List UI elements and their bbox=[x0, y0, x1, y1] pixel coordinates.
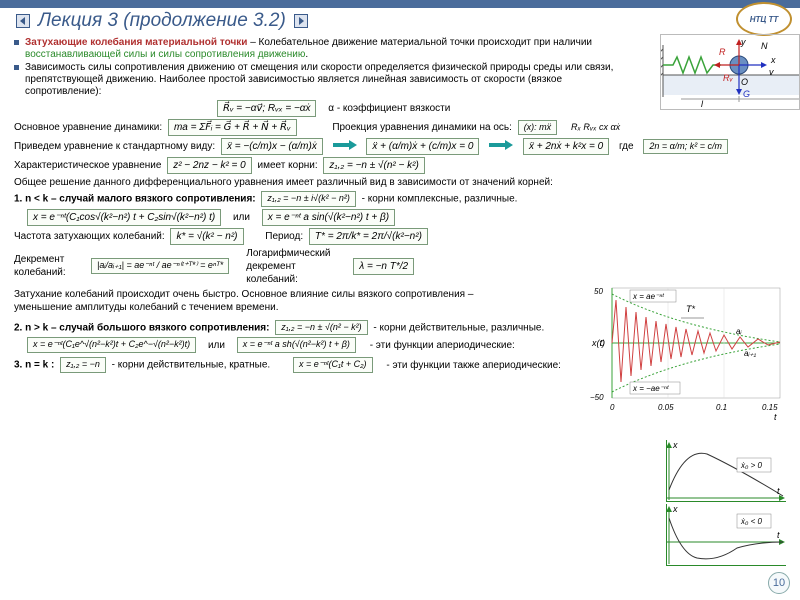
svg-text:G: G bbox=[743, 89, 750, 99]
formula-logdecr: λ = −n T*/2 bbox=[353, 258, 414, 275]
svg-text:T*: T* bbox=[686, 304, 695, 314]
proj-label: Проекция уравнения динамики на ось: bbox=[332, 122, 512, 133]
bullet-icon bbox=[14, 65, 19, 70]
logdecr-label: Логарифмический декремент колебаний: bbox=[246, 247, 336, 286]
formula-std2: ẍ + (α/m)ẋ + (c/m)x = 0 bbox=[366, 138, 479, 155]
bullet-1: Затухающие колебания материальной точки … bbox=[14, 37, 634, 61]
svg-text:0.1: 0.1 bbox=[716, 403, 727, 412]
svg-text:v: v bbox=[769, 67, 774, 77]
or-label: или bbox=[233, 212, 250, 223]
or-label-2: или bbox=[208, 340, 225, 351]
formula-c2-roots: z₁,₂ = −n ± √(n² − k²) bbox=[275, 320, 367, 336]
case2-note: - корни действительные, различные. bbox=[373, 322, 544, 333]
logo-text: НТЦ ТТ bbox=[750, 15, 779, 24]
svg-text:N: N bbox=[761, 41, 768, 51]
svg-text:R: R bbox=[719, 47, 726, 57]
svg-text:t: t bbox=[774, 412, 777, 422]
formula-c2-sol1: x = e⁻ⁿᵗ(C₁e^√(n²−k²)t + C₂e^−√(n²−k²)t) bbox=[27, 337, 196, 353]
svg-text:aᵢ: aᵢ bbox=[736, 327, 742, 336]
page-number-badge: 10 bbox=[768, 572, 790, 594]
formula-freq: k* = √(k² − n²) bbox=[170, 228, 243, 245]
damp-note: Затухание колебаний происходит очень быс… bbox=[14, 288, 494, 314]
proj-terms: Rₓ Rᵥₓ cx αẋ bbox=[571, 122, 620, 132]
where-label: где bbox=[619, 141, 634, 152]
svg-text:aᵢ₊₁: aᵢ₊₁ bbox=[744, 349, 757, 358]
svg-text:l: l bbox=[701, 99, 704, 109]
svg-text:0.15: 0.15 bbox=[762, 403, 778, 412]
formula-where: 2n = α/m; k² = c/m bbox=[643, 139, 728, 155]
formula-c1-sol1: x = e⁻ⁿᵗ(C₁cos√(k²−n²) t + C₂sin√(k²−n²)… bbox=[27, 209, 221, 226]
formula-char: z² − 2nz − k² = 0 bbox=[167, 157, 252, 174]
svg-text:x = −ae⁻ⁿᵗ: x = −ae⁻ⁿᵗ bbox=[632, 384, 669, 393]
formula-c3-roots: z₁,₂ = −n bbox=[60, 357, 106, 373]
damped-oscillation-plot: x = ae⁻ⁿᵗ x = −ae⁻ⁿᵗ T* aᵢ aᵢ₊₁ 50 0 −50… bbox=[586, 282, 786, 422]
freq-label: Частота затухающих колебаний: bbox=[14, 231, 165, 242]
case1-note: - корни комплексные, различные. bbox=[362, 193, 518, 204]
org-logo: НТЦ ТТ bbox=[736, 2, 792, 36]
svg-text:O: O bbox=[741, 77, 748, 87]
arrow-icon bbox=[489, 139, 513, 155]
next-button[interactable] bbox=[294, 14, 308, 28]
eq-dyn-label: Основное уравнение динамики: bbox=[14, 122, 162, 133]
arrow-icon bbox=[333, 139, 357, 155]
b1-red: Затухающие колебания материальной точки bbox=[25, 37, 247, 48]
aperiodic-plot-pos: ẋ₀ > 0 x t bbox=[666, 440, 786, 502]
aperiodic-plots: ẋ₀ > 0 x t ẋ₀ < 0 x t bbox=[666, 440, 786, 568]
spring-diagram: l O x v y N R Rᵥ G bbox=[660, 34, 800, 110]
char-label: Характеристическое уравнение bbox=[14, 160, 161, 171]
page-number: 10 bbox=[773, 577, 785, 589]
svg-text:−50: −50 bbox=[590, 393, 604, 402]
svg-text:x: x bbox=[770, 55, 776, 65]
b1-end: . bbox=[305, 49, 308, 60]
formula-viscous: R⃗ᵥ = −αv⃗; Rᵥₓ = −αẋ bbox=[217, 100, 316, 117]
formula-dyn: ma = ΣF⃗ᵢ = G⃗ + R⃗ + N⃗ + R⃗ᵥ bbox=[168, 119, 297, 136]
aperiodic-plot-neg: ẋ₀ < 0 x t bbox=[666, 504, 786, 566]
gen-sol-text: Общее решение данного дифференциального … bbox=[14, 176, 786, 189]
period-label: Период: bbox=[265, 231, 303, 242]
prev-button[interactable] bbox=[16, 14, 30, 28]
alpha-label: α - коэффициент вязкости bbox=[328, 103, 450, 114]
decr-label: Декремент колебаний: bbox=[14, 253, 74, 279]
svg-text:x = ae⁻ⁿᵗ: x = ae⁻ⁿᵗ bbox=[632, 292, 664, 301]
b1-rest: – Колебательное движение материальной то… bbox=[247, 37, 592, 48]
formula-proj-ax: (x): mẍ bbox=[518, 120, 558, 136]
formula-c2-sol2: x = e⁻ⁿᵗ a sh(√(n²−k²) t + β) bbox=[237, 337, 356, 353]
top-bar bbox=[0, 0, 800, 8]
std-label: Приведем уравнение к стандартному виду: bbox=[14, 141, 215, 152]
case1-title: 1. n < k – случай малого вязкого сопроти… bbox=[14, 193, 256, 204]
svg-text:t: t bbox=[777, 530, 780, 540]
formula-c1-roots: z₁,₂ = −n ± i√(k² − n²) bbox=[261, 191, 355, 207]
case2-aper: - эти функции апериодические: bbox=[370, 340, 515, 351]
svg-text:x(t): x(t) bbox=[591, 338, 605, 348]
svg-text:x: x bbox=[672, 504, 678, 514]
formula-std3: ẍ + 2nẋ + k²x = 0 bbox=[523, 138, 609, 155]
bullet-icon bbox=[14, 40, 19, 45]
title-bar: Лекция 3 (продолжение 3.2) bbox=[0, 8, 800, 34]
svg-text:ẋ₀ > 0: ẋ₀ > 0 bbox=[740, 461, 762, 470]
svg-text:0.05: 0.05 bbox=[658, 403, 674, 412]
svg-text:y: y bbox=[740, 37, 746, 47]
formula-roots: z₁,₂ = −n ± √(n² − k²) bbox=[323, 157, 424, 174]
svg-text:x: x bbox=[672, 440, 678, 450]
svg-text:t: t bbox=[777, 486, 780, 496]
case2-title: 2. n > k – случай большого вязкого сопро… bbox=[14, 322, 269, 333]
bullet-2: Зависимость силы сопротивления движению … bbox=[14, 62, 634, 98]
formula-c1-sol2: x = e⁻ⁿᵗ a sin(√(k²−n²) t + β) bbox=[262, 209, 395, 226]
formula-decr: |aᵢ/aᵢ₊₁| = ae⁻ⁿᵗ / ae⁻ⁿ⁽ᵗ⁺ᵀ*⁾ = eⁿᵀ* bbox=[91, 258, 229, 274]
svg-text:ẋ₀ < 0: ẋ₀ < 0 bbox=[740, 517, 762, 526]
svg-text:Rᵥ: Rᵥ bbox=[723, 73, 733, 83]
case3-note: - корни действительные, кратные. bbox=[112, 360, 271, 371]
case3-aper: - эти функции также апериодические: bbox=[386, 360, 561, 371]
b1-green: восстанавливающей силы и силы сопротивле… bbox=[25, 49, 305, 60]
formula-period: T* = 2π/k* = 2π/√(k²−n²) bbox=[309, 228, 428, 245]
case3-title: 3. n = k : bbox=[14, 360, 54, 371]
svg-text:0: 0 bbox=[610, 403, 615, 412]
char-has: имеет корни: bbox=[258, 160, 318, 171]
formula-std1: ẍ = −(c/m)x − (α/m)ẋ bbox=[221, 138, 323, 155]
lecture-title: Лекция 3 (продолжение 3.2) bbox=[38, 10, 286, 32]
svg-text:50: 50 bbox=[594, 287, 603, 296]
formula-c3-sol: x = e⁻ⁿᵗ(C₁t + C₂) bbox=[293, 357, 373, 373]
b2-text: Зависимость силы сопротивления движению … bbox=[25, 62, 634, 98]
